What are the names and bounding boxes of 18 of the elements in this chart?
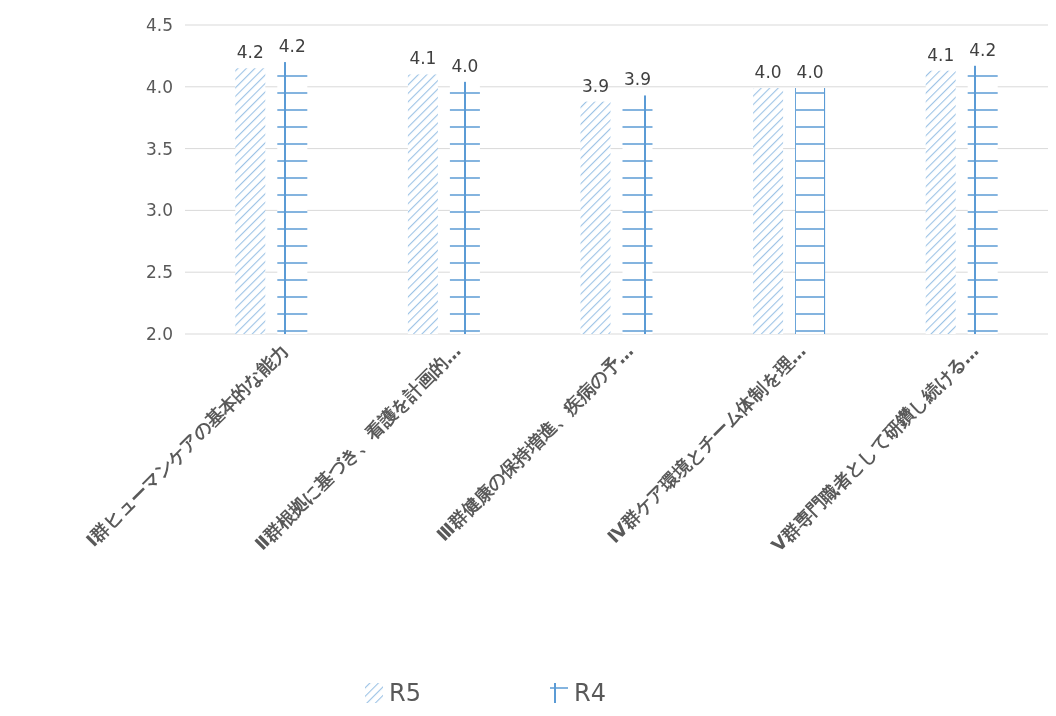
y-tick-label: 3.5 [145,138,173,159]
data-label: 3.9 [623,69,652,90]
data-label: 3.9 [581,75,610,96]
y-tick-label: 2.5 [145,262,173,283]
y-tick-label: 4.0 [145,76,173,97]
data-label: 4.0 [796,62,824,83]
data-label: 4.2 [278,36,306,57]
legend-label: R4 [574,679,606,708]
y-tick-label: 4.5 [145,14,173,35]
data-label: 4.2 [236,42,264,63]
data-label: 4.0 [754,62,782,83]
data-label: 4.2 [969,39,997,60]
data-label: 4.1 [927,44,955,65]
data-label: 4.0 [451,55,479,76]
y-tick-label: 2.0 [145,323,173,344]
y-tick-label: 3.0 [145,200,173,221]
legend-label: R5 [389,679,421,708]
data-label: 4.1 [409,48,437,69]
